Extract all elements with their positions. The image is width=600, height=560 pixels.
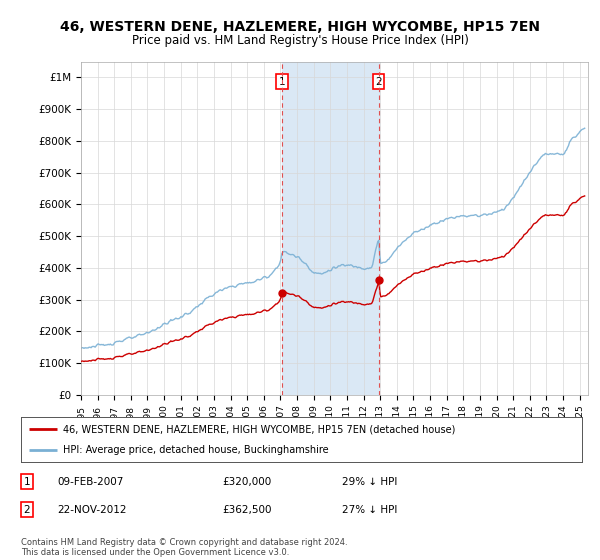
Text: £320,000: £320,000	[222, 477, 271, 487]
Text: Contains HM Land Registry data © Crown copyright and database right 2024.
This d: Contains HM Land Registry data © Crown c…	[21, 538, 347, 557]
Text: 46, WESTERN DENE, HAZLEMERE, HIGH WYCOMBE, HP15 7EN: 46, WESTERN DENE, HAZLEMERE, HIGH WYCOMB…	[60, 20, 540, 34]
Text: Price paid vs. HM Land Registry's House Price Index (HPI): Price paid vs. HM Land Registry's House …	[131, 34, 469, 46]
Text: 2: 2	[375, 77, 382, 87]
Text: 22-NOV-2012: 22-NOV-2012	[57, 505, 127, 515]
Text: £362,500: £362,500	[222, 505, 271, 515]
Text: 2: 2	[23, 505, 31, 515]
Text: 29% ↓ HPI: 29% ↓ HPI	[342, 477, 397, 487]
Bar	[282, 62, 379, 395]
Text: 46, WESTERN DENE, HAZLEMERE, HIGH WYCOMBE, HP15 7EN (detached house): 46, WESTERN DENE, HAZLEMERE, HIGH WYCOMB…	[63, 424, 455, 435]
Text: 27% ↓ HPI: 27% ↓ HPI	[342, 505, 397, 515]
Text: 1: 1	[279, 77, 286, 87]
Text: 09-FEB-2007: 09-FEB-2007	[57, 477, 124, 487]
Text: 1: 1	[23, 477, 31, 487]
Text: HPI: Average price, detached house, Buckinghamshire: HPI: Average price, detached house, Buck…	[63, 445, 329, 455]
